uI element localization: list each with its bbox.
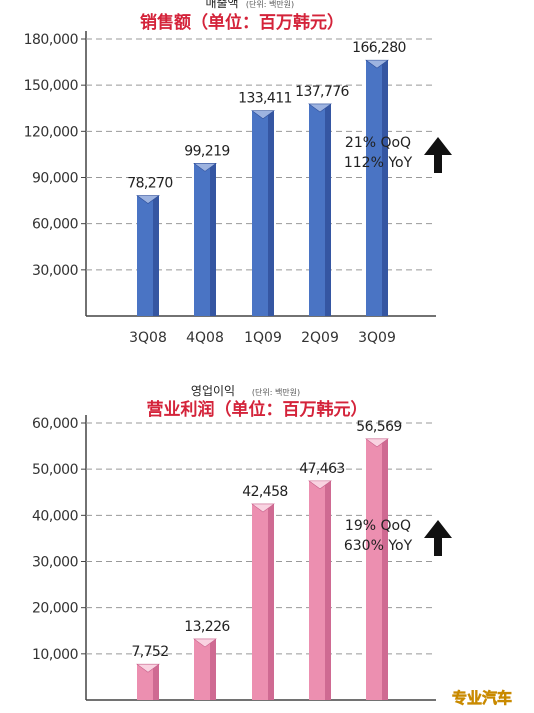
bar-top bbox=[308, 480, 332, 490]
bar bbox=[308, 480, 332, 700]
bar-shade bbox=[153, 664, 159, 700]
value-label: 7,752 bbox=[131, 644, 168, 660]
bar-shade bbox=[382, 60, 388, 316]
bar-top bbox=[136, 195, 160, 204]
growth-annotation: 112% YoY bbox=[344, 155, 413, 171]
value-label: 133,411 bbox=[238, 91, 292, 107]
bar bbox=[251, 503, 275, 700]
y-tick-label: 180,000 bbox=[24, 32, 78, 48]
bar-top bbox=[308, 103, 332, 113]
value-label: 42,458 bbox=[242, 484, 287, 500]
bar bbox=[308, 103, 332, 316]
bar-top bbox=[193, 638, 217, 648]
up-arrow-icon bbox=[424, 520, 452, 556]
y-tick-label: 10,000 bbox=[32, 647, 78, 663]
operating-profit-chart: 영업이익 (단위: 백만원) 营业利润（单位：百万韩元） 10,000 20,00… bbox=[32, 384, 452, 701]
x-tick-label: 1Q09 bbox=[244, 330, 282, 346]
y-tick-label: 30,000 bbox=[32, 555, 78, 571]
value-label: 13,226 bbox=[184, 619, 230, 635]
bar-top bbox=[136, 663, 160, 673]
bar-shade bbox=[325, 103, 331, 316]
value-label: 47,463 bbox=[299, 461, 344, 477]
sales-title-ko: 매출액 bbox=[205, 0, 238, 10]
bar bbox=[193, 163, 217, 316]
bar-shade bbox=[325, 480, 331, 700]
y-tick-label: 150,000 bbox=[24, 78, 78, 94]
growth-annotation: 19% QoQ bbox=[345, 518, 411, 534]
y-tick-label: 60,000 bbox=[32, 416, 78, 432]
bar-shade bbox=[153, 195, 159, 316]
bar bbox=[365, 59, 389, 316]
bar-shade bbox=[210, 163, 216, 316]
bar-shade bbox=[382, 438, 388, 700]
bar-top bbox=[251, 503, 275, 513]
bar-shade bbox=[268, 503, 274, 700]
y-tick-label: 60,000 bbox=[32, 217, 78, 233]
x-tick-label: 3Q08 bbox=[129, 330, 167, 346]
y-tick-label: 120,000 bbox=[24, 124, 78, 140]
bar-top bbox=[193, 163, 217, 172]
watermark-text: 专业汽车 bbox=[452, 689, 512, 707]
sales-title-zh: 销售额（单位：百万韩元） bbox=[140, 12, 344, 33]
x-tick-label: 2Q09 bbox=[301, 330, 339, 346]
y-tick-label: 30,000 bbox=[32, 263, 78, 279]
sales-chart: 매출액 (단위: 백만원) 销售额（单位：百万韩元） 30,000 60,000 9… bbox=[24, 0, 452, 346]
bar bbox=[136, 663, 160, 700]
y-tick-label: 20,000 bbox=[32, 601, 78, 617]
bar bbox=[136, 195, 160, 316]
y-tick-label: 50,000 bbox=[32, 462, 78, 478]
value-label: 56,569 bbox=[356, 419, 401, 435]
x-tick-label: 4Q08 bbox=[186, 330, 224, 346]
x-tick-label: 3Q09 bbox=[358, 330, 396, 346]
sales-unit-ko: (단위: 백만원) bbox=[246, 0, 294, 9]
up-arrow-icon bbox=[424, 137, 452, 173]
value-label: 99,219 bbox=[184, 143, 229, 159]
profit-title-ko: 영업이익 bbox=[191, 384, 235, 398]
bar bbox=[251, 110, 275, 316]
value-label: 78,270 bbox=[127, 176, 172, 192]
bar-top bbox=[365, 59, 389, 69]
y-tick-label: 90,000 bbox=[32, 171, 78, 187]
bar bbox=[365, 438, 389, 700]
bar-shade bbox=[268, 110, 274, 316]
growth-annotation: 630% YoY bbox=[344, 538, 413, 554]
value-label: 137,776 bbox=[295, 84, 349, 100]
y-tick-label: 40,000 bbox=[32, 508, 78, 524]
bar-shade bbox=[210, 638, 216, 700]
value-label: 166,280 bbox=[352, 40, 406, 56]
profit-unit-ko: (단위: 백만원) bbox=[252, 387, 300, 397]
growth-annotation: 21% QoQ bbox=[345, 135, 411, 151]
profit-title-zh: 营业利润（单位：百万韩元） bbox=[147, 399, 368, 420]
bar-top bbox=[251, 110, 275, 120]
bar-top bbox=[365, 438, 389, 448]
bar bbox=[193, 638, 217, 700]
